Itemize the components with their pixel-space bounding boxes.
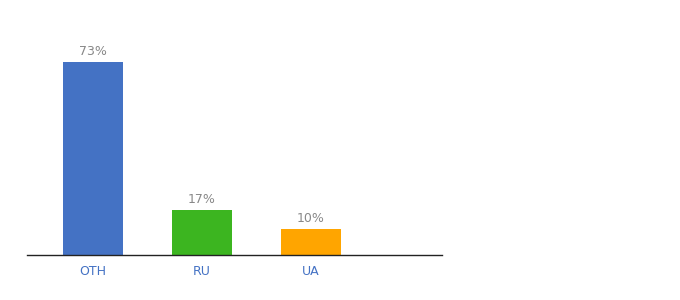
Bar (63, 62, 122, 255)
Bar (172, 210, 232, 255)
Text: 17%: 17% (188, 193, 216, 206)
Text: 10%: 10% (297, 212, 325, 225)
Bar (281, 229, 341, 255)
Text: 73%: 73% (79, 45, 107, 58)
